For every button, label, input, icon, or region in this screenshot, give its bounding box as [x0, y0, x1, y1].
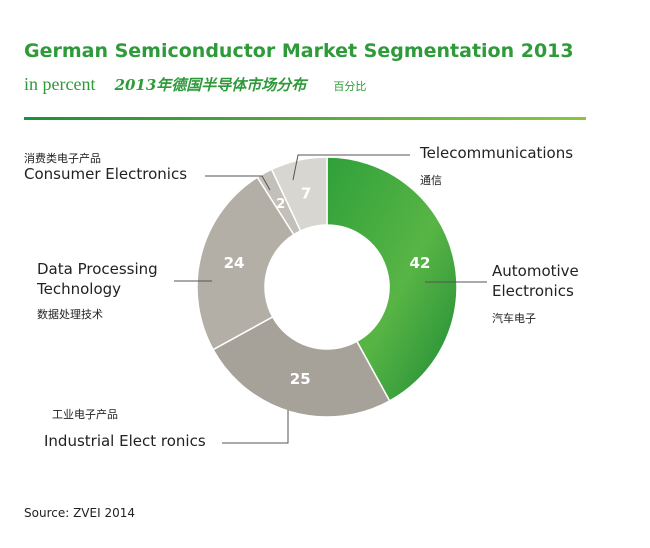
slice-automotive [326, 156, 458, 402]
slice-telecommunications [270, 156, 328, 232]
label-automotive-line1: Automotive [492, 262, 579, 280]
subtitle-row: in percent 2013年德国半导体市场分布 百分比 [24, 74, 366, 95]
unit-label: in percent [24, 74, 96, 94]
leader-line-telecom [292, 154, 410, 181]
label-automotive-cn: 汽车电子 [492, 312, 536, 325]
label-industrial-cn: 工业电子产品 [52, 408, 118, 421]
label-data-processing-cn: 数据处理技术 [37, 308, 103, 321]
label-telecommunications-cn: 通信 [420, 174, 442, 187]
label-telecommunications: Telecommunications [420, 144, 574, 162]
value-label-data-processing: 24 [224, 254, 245, 272]
chinese-title: 2013年德国半导体市场分布 [114, 76, 307, 94]
leader-line-consumer [205, 175, 271, 191]
label-consumer: Consumer Electronics [24, 165, 188, 183]
chart-title: German Semiconductor Market Segmentation… [24, 40, 574, 62]
value-label-automotive: 42 [410, 254, 431, 272]
label-consumer-cn: 消费类电子产品 [24, 152, 101, 165]
value-label-consumer: 2 [276, 197, 285, 212]
label-automotive-line2: Electronics [492, 282, 574, 300]
label-data-processing-line2: Technology [37, 280, 122, 298]
slice-data-processing [196, 176, 295, 351]
value-label-industrial: 25 [290, 370, 311, 388]
label-data-processing-line1: Data Processing [37, 260, 158, 278]
slice-industrial [212, 315, 391, 418]
value-label-telecommunications: 7 [301, 184, 311, 202]
source-note: Source: ZVEI 2014 [24, 506, 135, 520]
title-divider [24, 117, 586, 120]
chinese-unit-label: 百分比 [333, 80, 367, 93]
leader-line-industrial [222, 410, 289, 444]
label-industrial: Industrial Elect ronics [44, 432, 206, 450]
